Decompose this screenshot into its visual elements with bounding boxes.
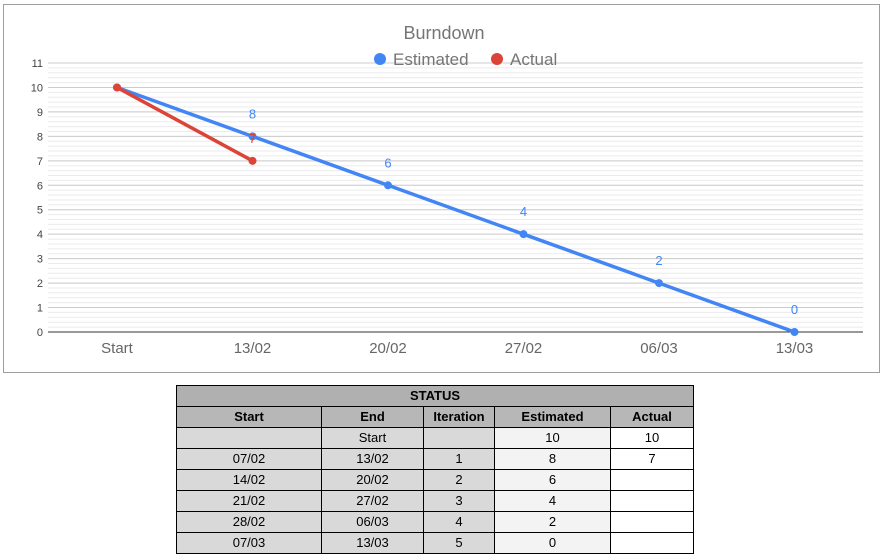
table-row: 07/02 13/02 1 8 7 bbox=[176, 448, 694, 470]
table-row: 28/02 06/03 4 2 bbox=[176, 511, 694, 533]
cell-start: 07/02 bbox=[176, 448, 322, 470]
cell-start: 21/02 bbox=[176, 490, 322, 512]
cell-actual bbox=[610, 469, 694, 491]
data-point bbox=[248, 156, 257, 165]
cell-estimated: 6 bbox=[494, 469, 611, 491]
table-row: 21/02 27/02 3 4 bbox=[176, 490, 694, 512]
burndown-chart: 0 1 2 3 4 5 6 7 8 9 10 11 Start 13/02 20/02 27/02 06/03 1… bbox=[31, 23, 863, 357]
header-estimated: Estimated bbox=[494, 406, 611, 428]
data-label: 0 bbox=[791, 302, 798, 317]
data-point bbox=[248, 132, 257, 141]
y-tick-label: 9 bbox=[37, 107, 43, 119]
legend-marker bbox=[491, 53, 503, 65]
series-line bbox=[116, 85, 796, 334]
cell-iteration: 5 bbox=[423, 532, 495, 554]
table-row: Start 10 10 bbox=[176, 427, 694, 449]
cell-end: Start bbox=[321, 427, 424, 449]
cell-actual bbox=[610, 532, 694, 554]
cell-iteration bbox=[423, 427, 495, 449]
y-tick-label: 4 bbox=[37, 229, 43, 241]
cell-actual bbox=[610, 511, 694, 533]
header-end: End bbox=[321, 406, 424, 428]
cell-end: 13/03 bbox=[321, 532, 424, 554]
chart-title: Burndown bbox=[403, 23, 484, 43]
data-point bbox=[655, 279, 663, 288]
x-tick-label: Start bbox=[101, 340, 134, 357]
header-actual: Actual bbox=[610, 406, 694, 428]
x-tick-label: 27/02 bbox=[505, 340, 543, 357]
cell-start: 07/03 bbox=[176, 532, 322, 554]
cell-actual: 10 bbox=[610, 427, 694, 449]
cell-actual: 7 bbox=[610, 448, 694, 470]
y-tick-label: 0 bbox=[37, 327, 43, 339]
chart-container: 0 1 2 3 4 5 6 7 8 9 10 11 Start 13/02 20/02 27/02 06/03 1… bbox=[3, 4, 880, 373]
legend-label: Actual bbox=[510, 50, 557, 69]
header-iteration: Iteration bbox=[423, 406, 495, 428]
cell-actual bbox=[610, 490, 694, 512]
y-tick-label: 10 bbox=[31, 82, 43, 94]
cell-end: 06/03 bbox=[321, 511, 424, 533]
cell-start: 14/02 bbox=[176, 469, 322, 491]
data-label: 2 bbox=[655, 253, 662, 268]
cell-estimated: 10 bbox=[494, 427, 611, 449]
cell-estimated: 8 bbox=[494, 448, 611, 470]
data-point bbox=[519, 230, 528, 239]
legend-label: Estimated bbox=[393, 50, 469, 69]
data-label: 7 bbox=[249, 131, 256, 146]
y-tick-label: 6 bbox=[37, 180, 43, 192]
data-label: 6 bbox=[384, 155, 391, 170]
cell-end: 13/02 bbox=[321, 448, 424, 470]
y-tick-label: 5 bbox=[37, 205, 43, 217]
legend-marker bbox=[374, 53, 386, 65]
y-tick-label: 8 bbox=[37, 131, 43, 143]
data-point bbox=[384, 181, 392, 190]
cell-estimated: 4 bbox=[494, 490, 611, 512]
status-table: STATUS Start End Iteration Estimated Act… bbox=[176, 385, 694, 554]
series-line bbox=[116, 85, 254, 163]
data-point bbox=[113, 83, 121, 92]
y-tick-label: 7 bbox=[37, 156, 43, 168]
cell-estimated: 0 bbox=[494, 532, 611, 554]
cell-end: 27/02 bbox=[321, 490, 424, 512]
y-tick-label: 1 bbox=[37, 303, 43, 315]
cell-iteration: 1 bbox=[423, 448, 495, 470]
x-tick-label: 06/03 bbox=[640, 340, 678, 357]
data-label: 4 bbox=[520, 204, 527, 219]
y-tick-label: 11 bbox=[32, 58, 43, 70]
table-row: 07/03 13/03 5 0 bbox=[176, 532, 694, 554]
data-point bbox=[790, 328, 799, 336]
cell-iteration: 3 bbox=[423, 490, 495, 512]
data-label: 8 bbox=[249, 106, 256, 121]
cell-start: 28/02 bbox=[176, 511, 322, 533]
table-title: STATUS bbox=[176, 385, 694, 407]
table-title-row: STATUS bbox=[176, 385, 694, 407]
x-tick-label: 20/02 bbox=[369, 340, 407, 357]
cell-start bbox=[176, 427, 322, 449]
y-tick-label: 3 bbox=[37, 254, 43, 266]
x-tick-label: 13/02 bbox=[234, 340, 272, 357]
x-tick-label: 13/03 bbox=[776, 340, 814, 357]
cell-estimated: 2 bbox=[494, 511, 611, 533]
table-row: 14/02 20/02 2 6 bbox=[176, 469, 694, 491]
table-header-row: Start End Iteration Estimated Actual bbox=[176, 406, 694, 428]
header-start: Start bbox=[176, 406, 322, 428]
cell-iteration: 2 bbox=[423, 469, 495, 491]
cell-iteration: 4 bbox=[423, 511, 495, 533]
cell-end: 20/02 bbox=[321, 469, 424, 491]
y-tick-label: 2 bbox=[37, 278, 43, 290]
